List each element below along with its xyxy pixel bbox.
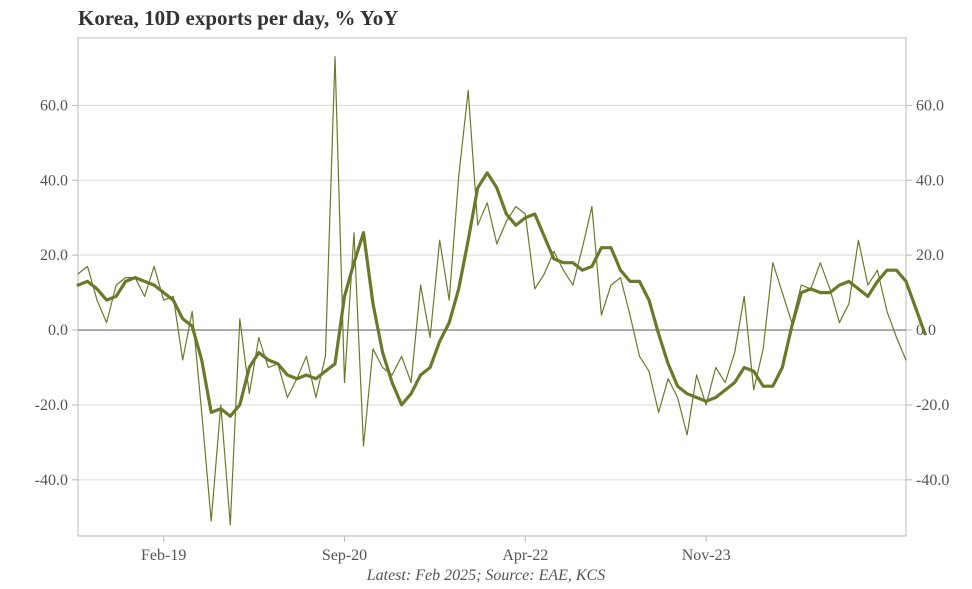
series-raw [78, 57, 906, 525]
y-tick-label-right: 0.0 [916, 322, 936, 339]
y-tick-label-right: 60.0 [916, 97, 944, 114]
y-tick-label-left: 0.0 [48, 322, 68, 339]
y-tick-label-right: 40.0 [916, 172, 944, 189]
chart-footnote: Latest: Feb 2025; Source: EAE, KCS [0, 567, 972, 585]
y-tick-label-left: -20.0 [35, 397, 68, 414]
x-tick-label: Nov-23 [682, 547, 731, 564]
series-smoothed [78, 173, 925, 416]
x-tick-label: Feb-19 [141, 547, 186, 564]
y-tick-label-left: 60.0 [40, 97, 68, 114]
y-tick-label-right: -20.0 [916, 397, 949, 414]
chart-title: Korea, 10D exports per day, % YoY [78, 6, 398, 31]
chart-svg: -40.0 -40.0 -20.0 -20.0 0.0 0.0 20.0 20.0 40.0 40… [0, 0, 972, 589]
y-tick-label-left: 20.0 [40, 247, 68, 264]
y-tick-label-left: 40.0 [40, 172, 68, 189]
y-tick-label-right: 20.0 [916, 247, 944, 264]
x-tick-label: Apr-22 [502, 547, 548, 564]
y-tick-label-left: -40.0 [35, 472, 68, 489]
chart-container: Korea, 10D exports per day, % YoY -40.0-… [0, 0, 972, 589]
y-tick-label-right: -40.0 [916, 472, 949, 489]
x-tick-label: Sep-20 [322, 547, 367, 564]
